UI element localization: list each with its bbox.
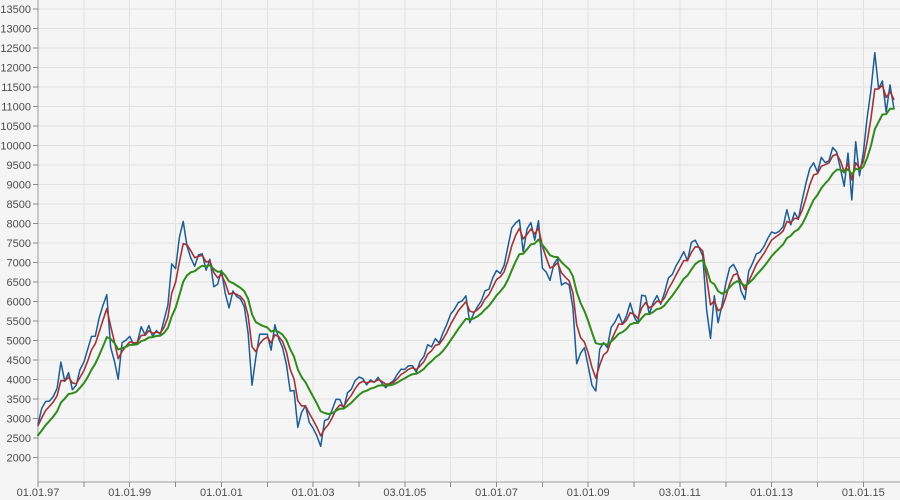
- y-axis-tick-label: 8000: [7, 218, 31, 230]
- y-axis-tick-label: 7500: [7, 238, 31, 250]
- x-axis-tick-label: 01.01.01: [200, 487, 243, 499]
- x-axis-tick-label: 01.01.99: [108, 487, 151, 499]
- axes: [37, 0, 900, 483]
- x-axis-tick-label: 03.01.11: [659, 487, 701, 499]
- moving-average-slow-line: [37, 107, 895, 437]
- y-axis-tick-label: 4000: [7, 374, 31, 386]
- axis-labels: 13500 13000 12500 12000 11500 11000 10500 10000…: [0, 4, 884, 499]
- y-axis-tick-label: 9000: [7, 179, 31, 191]
- y-axis-tick-label: 2500: [7, 433, 31, 445]
- x-axis-tick-label: 03.01.05: [383, 487, 426, 499]
- y-axis-tick-label: 10500: [0, 121, 31, 133]
- y-axis-tick-label: 10000: [0, 140, 31, 152]
- x-axis-tick-label: 01.01.09: [567, 487, 610, 499]
- y-axis-tick-label: 5500: [7, 316, 31, 328]
- y-axis-tick-label: 11500: [1, 82, 31, 94]
- x-axis-tick-label: 01.01.97: [17, 487, 60, 499]
- y-axis-tick-label: 12000: [0, 62, 31, 74]
- y-axis-tick-label: 9500: [7, 160, 31, 172]
- data-series: [37, 51, 895, 448]
- y-axis-tick-label: 13500: [0, 4, 31, 16]
- y-axis-tick-label: 3500: [7, 394, 31, 406]
- y-axis-tick-label: 11000: [1, 101, 31, 113]
- axis-ticks: [33, 8, 864, 487]
- x-axis-tick-label: 01.01.03: [292, 487, 335, 499]
- x-axis-tick-label: 01.01.13: [750, 487, 793, 499]
- y-axis-tick-label: 13000: [0, 23, 31, 35]
- y-axis-tick-label: 6000: [7, 296, 31, 308]
- index-price-line: [37, 51, 895, 448]
- y-axis-tick-label: 5000: [7, 335, 31, 347]
- y-axis-tick-label: 3000: [7, 413, 31, 425]
- x-axis-tick-label: 01.01.15: [842, 487, 885, 499]
- y-axis-tick-label: 12500: [0, 43, 31, 55]
- y-axis-tick-label: 6500: [7, 277, 31, 289]
- x-axis-tick-label: 01.01.07: [475, 487, 518, 499]
- y-axis-tick-label: 4500: [7, 355, 31, 367]
- grid-lines: [38, 0, 900, 482]
- y-axis-tick-label: 2000: [7, 452, 31, 464]
- y-axis-tick-label: 8500: [7, 199, 31, 211]
- moving-average-fast-line: [37, 84, 895, 437]
- y-axis-tick-label: 7000: [7, 257, 31, 269]
